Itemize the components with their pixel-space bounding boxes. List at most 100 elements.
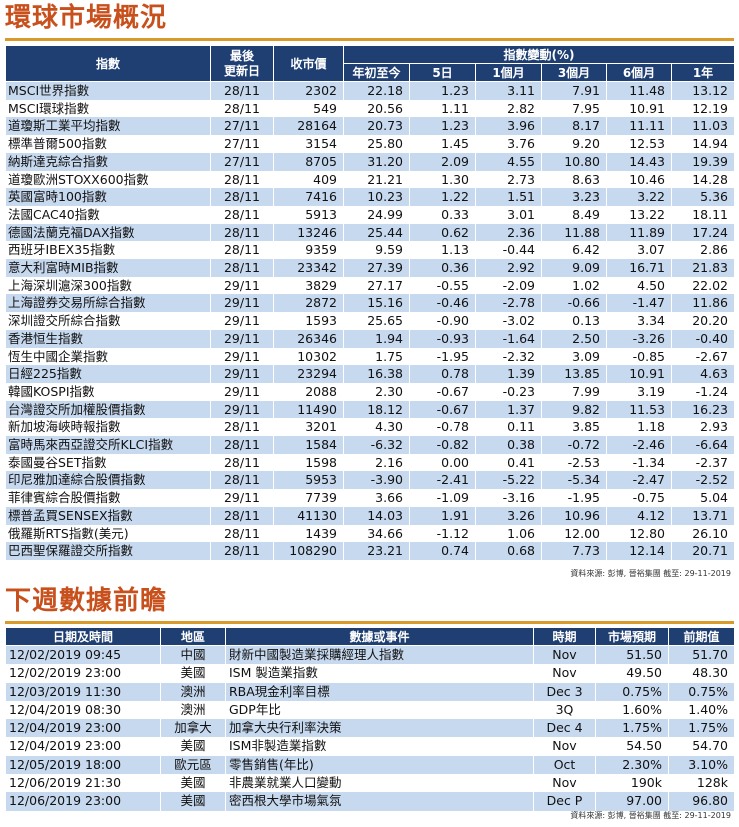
market-index-name: MSCI環球指數 <box>5 99 211 118</box>
market-change-6m: 10.46 <box>606 170 672 189</box>
market-index-name: 新加坡海峽時報指數 <box>5 418 211 437</box>
market-update-date: 28/11 <box>210 542 274 560</box>
market-update-date: 29/11 <box>210 400 274 419</box>
market-change-1y: 20.71 <box>671 542 735 560</box>
calendar-event: GDP年比 <box>225 700 534 720</box>
market-change-1y: 2.86 <box>671 241 735 260</box>
calendar-forecast: 1.75% <box>595 719 669 738</box>
market-close-price: 23294 <box>273 365 344 383</box>
header-period: 時期 <box>533 627 596 646</box>
calendar-forecast: 190k <box>595 774 669 793</box>
market-change-ytd: 4.30 <box>343 418 410 437</box>
market-change-5d: -0.67 <box>409 382 476 401</box>
header-previous: 前期值 <box>668 627 735 646</box>
market-change-5d: 1.23 <box>409 117 476 136</box>
market-change-6m: 10.91 <box>606 99 672 118</box>
market-update-date: 28/11 <box>210 81 274 100</box>
calendar-previous: 96.80 <box>668 792 735 811</box>
market-change-1m: 3.26 <box>475 506 542 525</box>
market-update-date: 28/11 <box>210 241 274 260</box>
market-close-price: 3154 <box>273 135 344 153</box>
market-close-price: 108290 <box>273 542 344 560</box>
market-change-1m: 2.92 <box>475 259 542 277</box>
market-change-6m: 3.07 <box>606 241 672 260</box>
market-index-name: 韓國KOSPI指數 <box>5 382 211 401</box>
market-change-ytd: 34.66 <box>343 524 410 543</box>
market-row: 上海深圳滬深300指數 29/11 3829 27.17 -0.55 -2.09 1.02 4… <box>5 276 735 295</box>
market-change-ytd: 25.44 <box>343 223 410 242</box>
market-row: 富時馬來西亞證交所KLCI指數 28/11 1584 -6.32 -0.82 0.38 -0… <box>5 436 735 454</box>
market-index-name: 德國法蘭克福DAX指數 <box>5 223 211 242</box>
market-change-3m: 8.17 <box>541 117 607 136</box>
calendar-region: 中國 <box>160 645 226 665</box>
market-change-3m: 3.23 <box>541 188 607 206</box>
market-change-ytd: 16.38 <box>343 365 410 383</box>
calendar-forecast: 49.50 <box>595 664 669 683</box>
market-update-date: 29/11 <box>210 347 274 366</box>
header-close: 收市價 <box>273 45 344 82</box>
market-index-name: 香港恒生指數 <box>5 329 211 348</box>
market-change-6m: -1.34 <box>606 453 672 472</box>
market-update-date: 28/11 <box>210 223 274 242</box>
calendar-region: 加拿大 <box>160 719 226 738</box>
market-close-price: 3201 <box>273 418 344 437</box>
market-change-5d: -0.67 <box>409 400 476 419</box>
calendar-forecast: 1.60% <box>595 700 669 720</box>
calendar-previous: 54.70 <box>668 737 735 756</box>
market-change-ytd: 25.65 <box>343 312 410 330</box>
calendar-period: 3Q <box>533 700 596 720</box>
calendar-period: Dec P <box>533 792 596 811</box>
market-change-ytd: 9.59 <box>343 241 410 260</box>
market-change-6m: 12.14 <box>606 542 672 560</box>
market-change-6m: -3.26 <box>606 329 672 348</box>
market-index-name: 菲律賓綜合股價指數 <box>5 489 211 507</box>
market-change-3m: 11.88 <box>541 223 607 242</box>
market-index-name: 日經225指數 <box>5 365 211 383</box>
market-change-ytd: 15.16 <box>343 294 410 313</box>
calendar-forecast: 51.50 <box>595 645 669 665</box>
market-change-ytd: 31.20 <box>343 152 410 171</box>
market-change-5d: -0.82 <box>409 436 476 454</box>
market-change-1m: 1.51 <box>475 188 542 206</box>
market-close-price: 2302 <box>273 81 344 100</box>
market-row: 標普孟買SENSEX指數 28/11 41130 14.03 1.91 3.26 10.96… <box>5 506 735 525</box>
market-change-1y: 16.23 <box>671 400 735 419</box>
market-change-6m: 10.91 <box>606 365 672 383</box>
market-change-1m: -2.78 <box>475 294 542 313</box>
market-row: 英國富時100指數 28/11 7416 10.23 1.22 1.51 3.23 3.22 5… <box>5 188 735 206</box>
calendar-previous: 1.40% <box>668 700 735 720</box>
market-row: 日經225指數 29/11 23294 16.38 0.78 1.39 13.85 10.91… <box>5 365 735 383</box>
market-change-5d: 1.30 <box>409 170 476 189</box>
market-change-1m: 3.76 <box>475 135 542 153</box>
calendar-datetime: 12/04/2019 08:30 <box>5 700 161 720</box>
market-close-price: 1439 <box>273 524 344 543</box>
market-change-3m: 9.82 <box>541 400 607 419</box>
market-close-price: 2872 <box>273 294 344 313</box>
market-change-1m: 0.11 <box>475 418 542 437</box>
market-update-date: 28/11 <box>210 506 274 525</box>
market-change-1y: 11.03 <box>671 117 735 136</box>
market-close-price: 7416 <box>273 188 344 206</box>
market-change-6m: 12.53 <box>606 135 672 153</box>
market-change-6m: 3.22 <box>606 188 672 206</box>
calendar-previous: 1.75% <box>668 719 735 738</box>
market-change-5d: 1.22 <box>409 188 476 206</box>
market-close-price: 1593 <box>273 312 344 330</box>
market-change-1m: -5.22 <box>475 471 542 490</box>
market-change-5d: 0.00 <box>409 453 476 472</box>
market-row: 意大利富時MIB指數 28/11 23342 27.39 0.36 2.92 9.09 16.… <box>5 259 735 277</box>
market-update-date: 28/11 <box>210 259 274 277</box>
calendar-event: 加拿大央行利率決策 <box>225 719 534 738</box>
market-change-1y: 2.93 <box>671 418 735 437</box>
market-row: 恆生中國企業指數 29/11 10302 1.75 -1.95 -2.32 3.09 -0.8… <box>5 347 735 366</box>
market-update-date: 28/11 <box>210 418 274 437</box>
market-change-5d: 1.13 <box>409 241 476 260</box>
market-row: MSCI世界指數 28/11 2302 22.18 1.23 3.11 7.91 11.48 1… <box>5 81 735 100</box>
market-index-name: 俄羅斯RTS指數(美元) <box>5 524 211 543</box>
market-index-name: 道瓊斯工業平均指數 <box>5 117 211 136</box>
market-change-ytd: 3.66 <box>343 489 410 507</box>
market-change-5d: -1.12 <box>409 524 476 543</box>
calendar-section-title: 下週數據前瞻 <box>5 586 168 616</box>
market-change-3m: 0.13 <box>541 312 607 330</box>
calendar-region: 澳洲 <box>160 700 226 720</box>
